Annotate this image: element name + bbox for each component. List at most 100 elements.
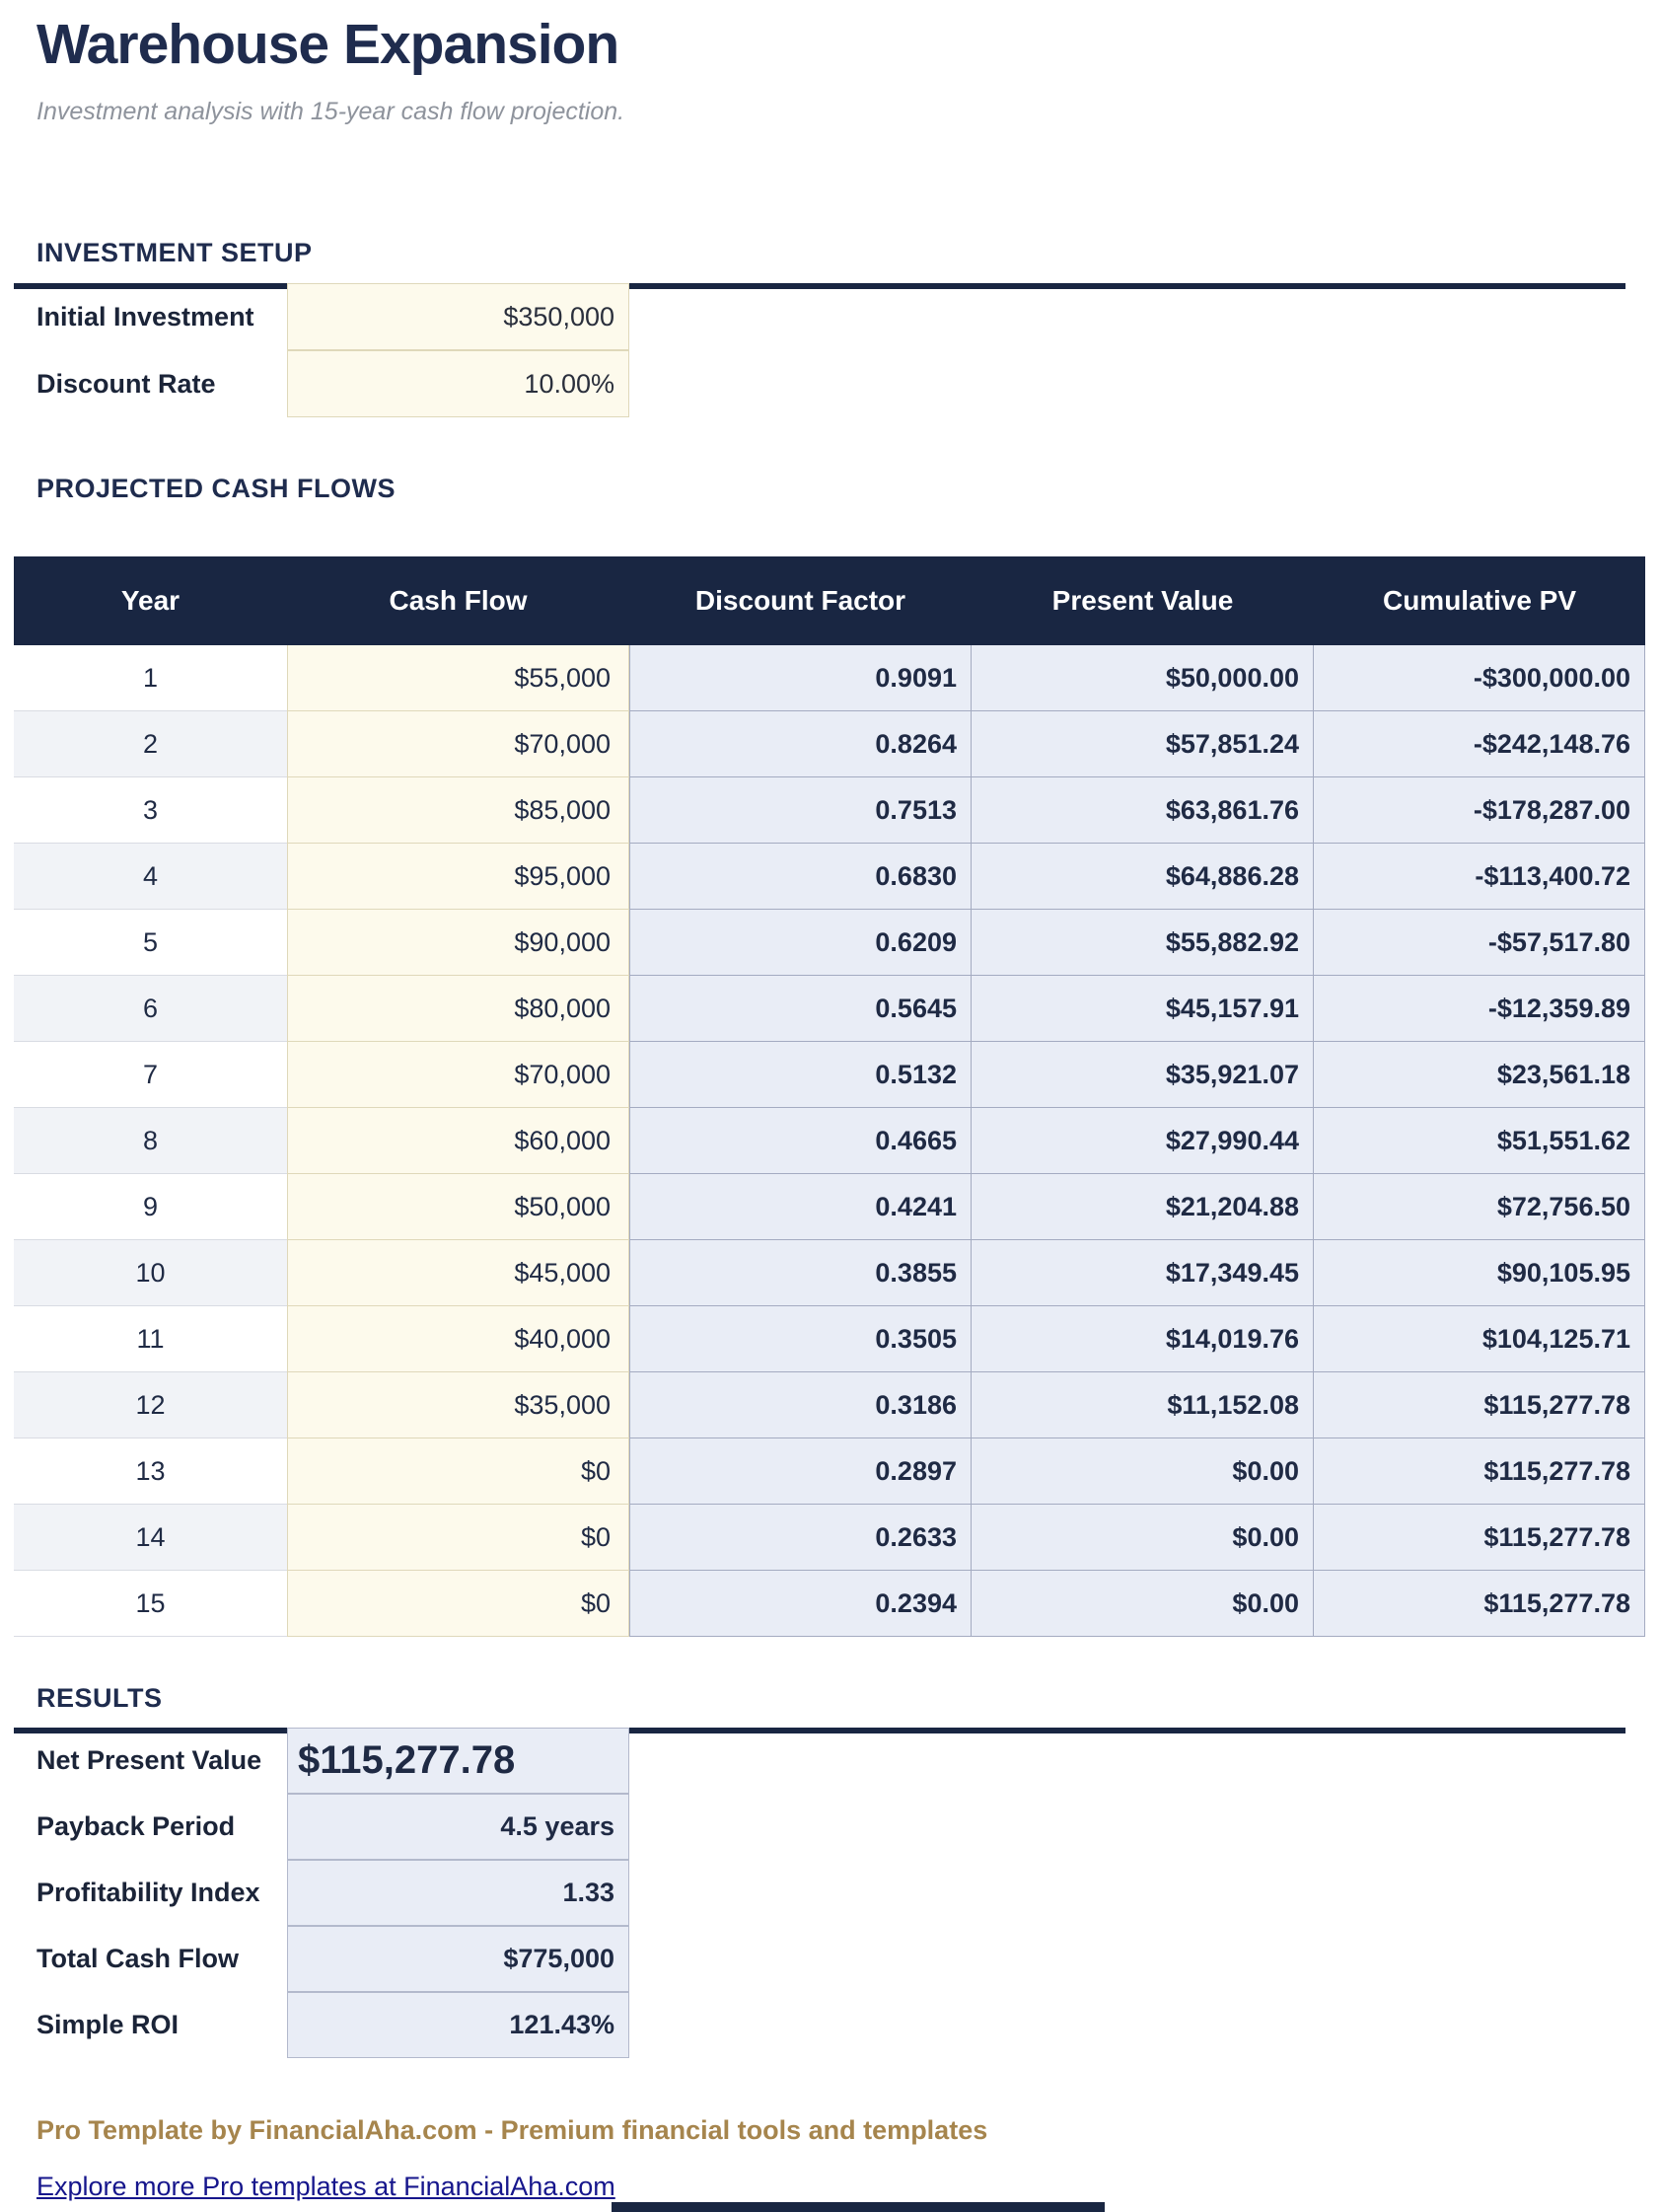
cash-flow-input[interactable]: $55,000 [287, 645, 629, 711]
simple-roi-label: Simple ROI [36, 2010, 180, 2039]
cumulative-pv-cell: -$300,000.00 [1314, 645, 1645, 711]
cash-flow-table: Year Cash Flow Discount Factor Present Valu… [14, 556, 1645, 1637]
results-fields: Net Present Value $115,277.78 Payback Peri… [14, 1728, 1661, 2058]
present-value-cell: $0.00 [972, 1505, 1314, 1571]
present-value-cell: $50,000.00 [972, 645, 1314, 711]
present-value-cell: $63,861.76 [972, 777, 1314, 844]
year-cell: 2 [14, 711, 287, 777]
table-row: 11 $40,000 0.3505 $14,019.76 $104,125.71 [14, 1306, 1645, 1372]
cumulative-pv-cell: $51,551.62 [1314, 1108, 1645, 1174]
table-row: 12 $35,000 0.3186 $11,152.08 $115,277.78 [14, 1372, 1645, 1438]
footer-credit: Pro Template by FinancialAha.com - Premi… [36, 2115, 988, 2145]
result-row-payback-period: Payback Period 4.5 years [14, 1794, 1661, 1860]
table-row: 6 $80,000 0.5645 $45,157.91 -$12,359.89 [14, 976, 1645, 1042]
table-row: 8 $60,000 0.4665 $27,990.44 $51,551.62 [14, 1108, 1645, 1174]
year-cell: 9 [14, 1174, 287, 1240]
year-cell: 15 [14, 1571, 287, 1637]
cash-flow-input[interactable]: $85,000 [287, 777, 629, 844]
cumulative-pv-cell: -$178,287.00 [1314, 777, 1645, 844]
section-heading-results: RESULTS [36, 1683, 163, 1713]
present-value-cell: $57,851.24 [972, 711, 1314, 777]
column-header-year: Year [120, 585, 181, 616]
cash-flow-input[interactable]: $0 [287, 1438, 629, 1505]
section-rule-investment-setup [14, 283, 1625, 289]
discount-factor-cell: 0.5132 [629, 1042, 972, 1108]
cash-flow-input[interactable]: $70,000 [287, 711, 629, 777]
present-value-cell: $64,886.28 [972, 844, 1314, 910]
column-header-discount-factor: Discount Factor [694, 585, 906, 616]
table-row: 15 $0 0.2394 $0.00 $115,277.78 [14, 1571, 1645, 1637]
net-present-value-value: $115,277.78 [287, 1728, 629, 1794]
cash-flow-input[interactable]: $80,000 [287, 976, 629, 1042]
page-title: Warehouse Expansion [36, 13, 619, 76]
present-value-cell: $11,152.08 [972, 1372, 1314, 1438]
year-cell: 6 [14, 976, 287, 1042]
discount-factor-cell: 0.5645 [629, 976, 972, 1042]
discount-factor-cell: 0.9091 [629, 645, 972, 711]
discount-rate-input[interactable]: 10.00% [287, 350, 629, 417]
table-row: 7 $70,000 0.5132 $35,921.07 $23,561.18 [14, 1042, 1645, 1108]
result-row-total-cash-flow: Total Cash Flow $775,000 [14, 1926, 1661, 1992]
cumulative-pv-cell: -$113,400.72 [1314, 844, 1645, 910]
column-header-cash-flow: Cash Flow [389, 585, 528, 616]
year-cell: 4 [14, 844, 287, 910]
cumulative-pv-cell: $104,125.71 [1314, 1306, 1645, 1372]
table-row: 9 $50,000 0.4241 $21,204.88 $72,756.50 [14, 1174, 1645, 1240]
discount-factor-cell: 0.8264 [629, 711, 972, 777]
column-header-present-value: Present Value [1051, 585, 1234, 616]
cumulative-pv-cell: $115,277.78 [1314, 1372, 1645, 1438]
cash-flow-input[interactable]: $35,000 [287, 1372, 629, 1438]
year-cell: 13 [14, 1438, 287, 1505]
cumulative-pv-cell: $115,277.78 [1314, 1505, 1645, 1571]
cumulative-pv-cell: $115,277.78 [1314, 1571, 1645, 1637]
footer-link[interactable]: Explore more Pro templates at FinancialA… [36, 2172, 615, 2201]
setup-row-initial-investment: Initial Investment $350,000 [14, 283, 1661, 350]
table-row: 10 $45,000 0.3855 $17,349.45 $90,105.95 [14, 1240, 1645, 1306]
investment-setup-fields: Initial Investment $350,000 Discount Rate 1… [14, 283, 1661, 417]
cash-flow-input[interactable]: $95,000 [287, 844, 629, 910]
year-cell: 7 [14, 1042, 287, 1108]
table-row: 2 $70,000 0.8264 $57,851.24 -$242,148.76 [14, 711, 1645, 777]
cumulative-pv-cell: -$57,517.80 [1314, 910, 1645, 976]
discount-rate-label: Discount Rate [36, 368, 216, 399]
discount-factor-cell: 0.3186 [629, 1372, 972, 1438]
cumulative-pv-cell: -$242,148.76 [1314, 711, 1645, 777]
present-value-cell: $0.00 [972, 1438, 1314, 1505]
year-cell: 10 [14, 1240, 287, 1306]
present-value-cell: $35,921.07 [972, 1042, 1314, 1108]
cumulative-pv-cell: $23,561.18 [1314, 1042, 1645, 1108]
section-rule-results [14, 1728, 1625, 1733]
initial-investment-input[interactable]: $350,000 [287, 283, 629, 350]
cash-flow-input[interactable]: $40,000 [287, 1306, 629, 1372]
discount-factor-cell: 0.2633 [629, 1505, 972, 1571]
cash-flow-input[interactable]: $70,000 [287, 1042, 629, 1108]
present-value-cell: $27,990.44 [972, 1108, 1314, 1174]
simple-roi-value: 121.43% [287, 1992, 629, 2058]
cumulative-pv-cell: $72,756.50 [1314, 1174, 1645, 1240]
cash-flow-input[interactable]: $0 [287, 1505, 629, 1571]
cumulative-pv-cell: -$12,359.89 [1314, 976, 1645, 1042]
initial-investment-label: Initial Investment [36, 301, 254, 332]
payback-period-label: Payback Period [36, 1811, 236, 1841]
cumulative-pv-cell: $115,277.78 [1314, 1438, 1645, 1505]
discount-factor-cell: 0.2897 [629, 1438, 972, 1505]
cash-flow-input[interactable]: $0 [287, 1571, 629, 1637]
present-value-cell: $17,349.45 [972, 1240, 1314, 1306]
cash-flow-table-body: 1 $55,000 0.9091 $50,000.00 -$300,000.00 2 $70… [14, 645, 1645, 1637]
year-cell: 5 [14, 910, 287, 976]
cash-flow-input[interactable]: $90,000 [287, 910, 629, 976]
table-row: 4 $95,000 0.6830 $64,886.28 -$113,400.72 [14, 844, 1645, 910]
result-row-profitability-index: Profitability Index 1.33 [14, 1860, 1661, 1926]
table-row: 1 $55,000 0.9091 $50,000.00 -$300,000.00 [14, 645, 1645, 711]
cash-flow-input[interactable]: $60,000 [287, 1108, 629, 1174]
partial-next-section-bar [612, 2202, 1105, 2212]
payback-period-value: 4.5 years [287, 1794, 629, 1860]
present-value-cell: $21,204.88 [972, 1174, 1314, 1240]
cash-flow-input[interactable]: $50,000 [287, 1174, 629, 1240]
result-row-net-present-value: Net Present Value $115,277.78 [14, 1728, 1661, 1794]
cash-flow-input[interactable]: $45,000 [287, 1240, 629, 1306]
discount-factor-cell: 0.4241 [629, 1174, 972, 1240]
setup-row-discount-rate: Discount Rate 10.00% [14, 350, 1661, 417]
total-cash-flow-value: $775,000 [287, 1926, 629, 1992]
